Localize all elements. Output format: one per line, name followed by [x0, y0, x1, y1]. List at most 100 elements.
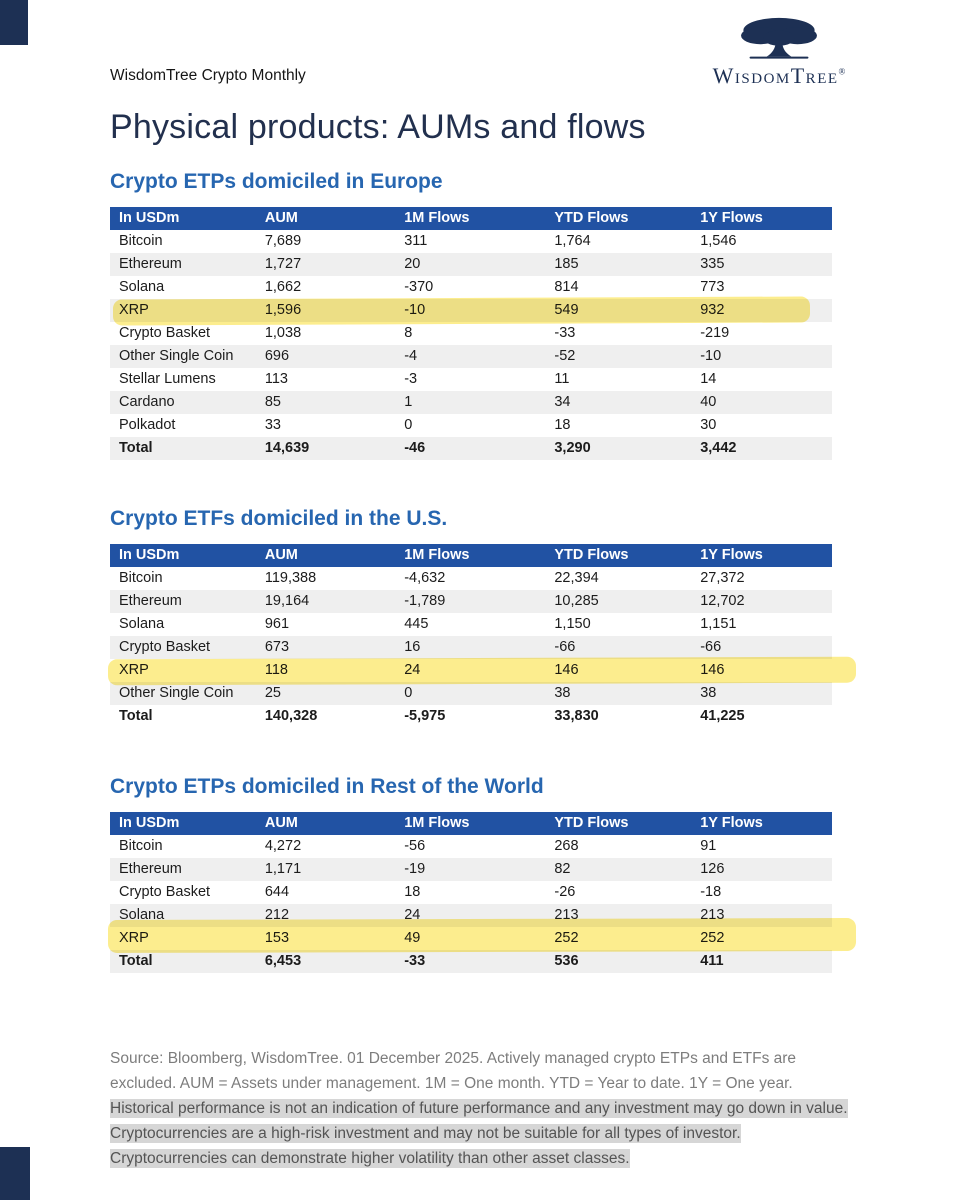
table-cell: 113 — [264, 371, 288, 387]
column-header: AUM — [255, 812, 396, 835]
table-row: XRP 118 24 146 146 — [110, 659, 832, 682]
table-cell: 185 — [554, 256, 579, 272]
table-row: Bitcoin 4,272 -56 268 91 — [110, 835, 832, 858]
table-cell: -10 — [404, 302, 426, 318]
footnote-text: Source: Bloomberg, WisdomTree. 01 Decemb… — [110, 1050, 797, 1092]
section-rest-of-world: Crypto ETPs domiciled in Rest of the Wor… — [107, 775, 857, 973]
table-cell: -19 — [404, 861, 426, 877]
row-label: Bitcoin — [119, 570, 163, 586]
table-cell: 1,171 — [264, 861, 302, 877]
table-cell: 18 — [554, 417, 571, 433]
row-label: Crypto Basket — [119, 325, 211, 341]
table-row: Cardano 85 1 34 40 — [110, 391, 832, 414]
table-cell: 411 — [700, 953, 724, 969]
report-series-title: WisdomTree Crypto Monthly — [110, 67, 306, 84]
row-label: Ethereum — [119, 256, 182, 272]
column-header: 1Y Flows — [691, 812, 832, 835]
row-label: Other Single Coin — [119, 348, 234, 364]
table-cell: 126 — [700, 861, 725, 877]
row-label: Polkadot — [119, 417, 176, 433]
row-label: Crypto Basket — [119, 884, 211, 900]
table-row: Crypto Basket 1,038 8 -33 -219 — [110, 322, 832, 345]
total-row: Total 14,639 -46 3,290 3,442 — [110, 437, 832, 460]
table-cell: 445 — [404, 616, 429, 632]
table-cell: 961 — [264, 616, 290, 632]
table-cell: 3,442 — [700, 440, 737, 456]
table-cell: 146 — [554, 662, 579, 678]
table-cell: -33 — [404, 953, 426, 969]
table-cell: -1,789 — [404, 593, 446, 609]
table-cell: 252 — [700, 930, 725, 946]
row-label: Total — [119, 440, 153, 456]
table-cell: 1,596 — [264, 302, 302, 318]
table-cell: 82 — [554, 861, 571, 877]
table-cell: 140,328 — [264, 708, 318, 724]
table-cell: 773 — [700, 279, 725, 295]
table-cell: 1,150 — [554, 616, 591, 632]
table-cell: 932 — [700, 302, 725, 318]
registered-mark: ® — [838, 66, 846, 77]
section-europe: Crypto ETPs domiciled in Europe In USDm A… — [110, 170, 832, 460]
table-cell: 1,151 — [700, 616, 737, 632]
table-cell: 91 — [700, 838, 717, 854]
table-cell: 1,038 — [264, 325, 302, 341]
data-table: In USDm AUM 1M Flows YTD Flows 1Y Flows Bitco… — [110, 812, 832, 973]
table-row: Solana 961 445 1,150 1,151 — [110, 613, 832, 636]
table-cell: -56 — [404, 838, 426, 854]
table-cell: 549 — [554, 302, 579, 318]
table-cell: 212 — [264, 907, 290, 923]
table-cell: 24 — [404, 907, 421, 923]
table-row: Stellar Lumens 113 -3 11 14 — [110, 368, 832, 391]
table-cell: -18 — [700, 884, 722, 900]
table-cell: -46 — [404, 440, 426, 456]
table-cell: 16 — [404, 639, 421, 655]
table-cell: 14 — [700, 371, 717, 387]
wisdomtree-logo: WisdomTree® — [684, 14, 874, 89]
table-cell: 24 — [404, 662, 421, 678]
column-header: AUM — [255, 207, 396, 230]
table-row: Ethereum 19,164 -1,789 10,285 12,702 — [110, 590, 832, 613]
footnote-highlighted-text: Historical performance is not an indicat… — [110, 1099, 848, 1168]
row-label: Ethereum — [119, 593, 182, 609]
table-cell: -10 — [700, 348, 722, 364]
row-label: Other Single Coin — [119, 685, 234, 701]
table-cell: 0 — [404, 417, 413, 433]
table-cell: 536 — [554, 953, 579, 969]
table-cell: 146 — [700, 662, 725, 678]
table-row: Other Single Coin 25 0 38 38 — [110, 682, 832, 705]
section-heading-us: Crypto ETFs domiciled in the U.S. — [110, 507, 448, 530]
table-cell: -33 — [554, 325, 576, 341]
row-label: Bitcoin — [119, 838, 163, 854]
table-cell: 7,689 — [264, 233, 302, 249]
table-cell: 18 — [404, 884, 421, 900]
table-cell: 38 — [554, 685, 571, 701]
section-heading-rest-of-world: Crypto ETPs domiciled in Rest of the Wor… — [110, 775, 544, 798]
table-cell: 673 — [264, 639, 290, 655]
page-title: Physical products: AUMs and flows — [110, 108, 646, 146]
table-cell: 6,453 — [264, 953, 302, 969]
table-cell: -66 — [700, 639, 722, 655]
row-label: XRP — [119, 930, 149, 946]
table-cell: -26 — [554, 884, 576, 900]
table-crypto-etps-europe: In USDm AUM 1M Flows YTD Flows 1Y Flows Bitco… — [110, 207, 832, 460]
table-cell: 34 — [554, 394, 571, 410]
table-cell: 252 — [554, 930, 579, 946]
table-cell: 0 — [404, 685, 413, 701]
column-header: 1M Flows — [395, 812, 546, 835]
row-label: Solana — [119, 907, 165, 923]
total-row: Total 6,453 -33 536 411 — [110, 950, 832, 973]
table-cell: 311 — [404, 233, 428, 249]
row-label: XRP — [119, 662, 149, 678]
table-crypto-etfs-us: In USDm AUM 1M Flows YTD Flows 1Y Flows Bitco… — [107, 544, 857, 728]
table-cell: 25 — [264, 685, 281, 701]
table-cell: 118 — [264, 662, 288, 678]
logo-wordmark: WisdomTree® — [684, 63, 874, 89]
table-cell: -3 — [404, 371, 418, 387]
table-cell: 10,285 — [554, 593, 599, 609]
table-cell: -219 — [700, 325, 730, 341]
table-cell: 3,290 — [554, 440, 591, 456]
column-header: In USDm — [110, 544, 256, 567]
table-cell: 8 — [404, 325, 413, 341]
table-cell: 696 — [264, 348, 290, 364]
